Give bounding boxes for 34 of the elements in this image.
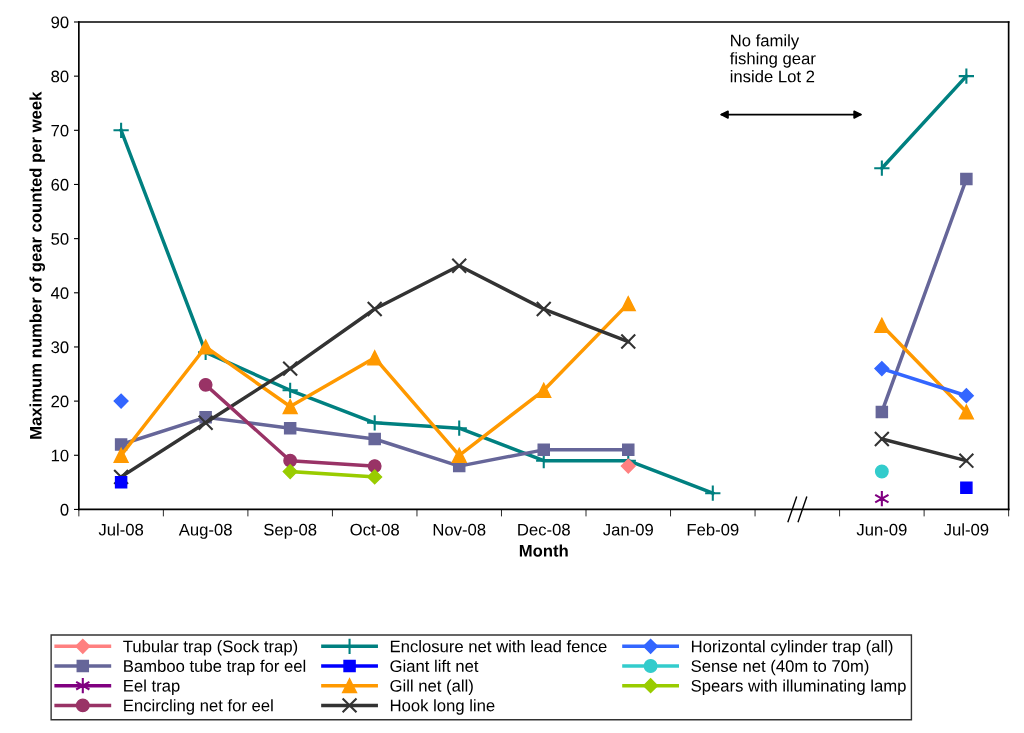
legend-label: Tubular trap (Sock trap) — [123, 640, 298, 656]
y-tick-label: 20 — [51, 395, 69, 408]
x-tick-label: Feb-09 — [687, 523, 739, 536]
legend-label: Eel trap — [124, 679, 180, 695]
x-tick-label: Oct-08 — [350, 523, 399, 536]
x-tick-label: Jul-09 — [943, 523, 989, 536]
x-tick-label: Aug-08 — [178, 523, 232, 539]
y-tick-label: 10 — [51, 449, 69, 462]
legend-label: Sense net (40m to 70m) — [691, 659, 869, 676]
legend-label: Enclosure net with lead fence — [390, 640, 607, 653]
legend-label: Giant lift net — [390, 659, 479, 672]
legend-label: Encircling net for eel — [124, 699, 273, 715]
legend-label: Horizontal cylinder trap (all) — [691, 640, 893, 656]
legend-label: Hook long line — [390, 699, 495, 715]
x-tick-label: Jan-09 — [603, 523, 653, 536]
y-axis-title: Maximum number of gear counted per week — [29, 91, 46, 439]
annotation: No family fishing gear inside Lot 2 — [729, 34, 816, 83]
y-tick-label: 30 — [51, 341, 69, 354]
x-axis-title: Month — [519, 544, 568, 557]
legend-label: Gill net (all) — [390, 679, 473, 695]
x-tick-label: Jul-08 — [98, 523, 144, 536]
x-tick-label: Dec-08 — [518, 523, 570, 536]
y-tick-label: 90 — [51, 16, 69, 29]
y-tick-label: 50 — [51, 233, 69, 245]
y-tick-label: 70 — [51, 124, 69, 137]
y-tick-label: 0 — [60, 503, 69, 516]
x-tick-label: Jun-09 — [856, 523, 907, 536]
legend-label: Bamboo tube trap for eel — [124, 659, 306, 676]
legend-label: Spears with illuminating lamp — [691, 679, 906, 695]
y-tick-label: 40 — [50, 287, 69, 299]
y-tick-label: 80 — [51, 70, 69, 83]
x-tick-label: Nov-08 — [433, 523, 486, 536]
x-tick-label: Sep-08 — [264, 523, 317, 539]
y-tick-label: 60 — [51, 178, 69, 191]
